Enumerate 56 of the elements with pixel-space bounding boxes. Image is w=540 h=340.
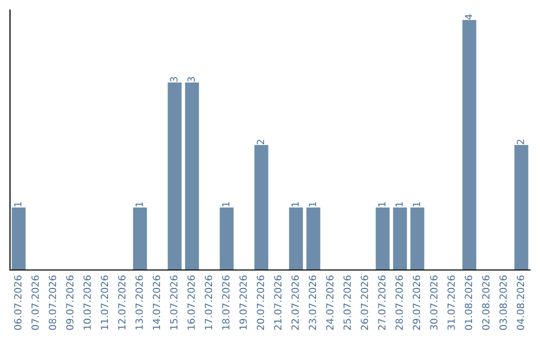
x-tick-label: 26.07.2026 [360,275,368,330]
x-tick-label: 07.07.2026 [31,275,39,330]
bar [376,208,390,270]
x-tick-label: 03.08.2026 [499,275,507,330]
data-label: 1 [378,202,386,206]
x-tick-label: 01.08.2026 [464,275,472,330]
data-label: 1 [308,202,316,206]
bar [410,208,424,270]
x-tick-label: 31.07.2026 [447,275,455,330]
data-label: 2 [516,140,524,144]
x-tick-label: 19.07.2026 [239,275,247,330]
data-label: 3 [187,77,195,82]
bar [220,208,234,270]
bar [12,208,26,270]
data-label: 1 [222,202,230,206]
x-tick-label: 04.08.2026 [516,275,524,330]
x-tick-label: 12.07.2026 [118,275,126,330]
x-tick-label: 15.07.2026 [170,275,178,330]
x-tick-label: 28.07.2026 [395,275,403,330]
bar [289,208,303,270]
x-tick-label: 09.07.2026 [66,275,74,330]
x-tick-label: 16.07.2026 [187,275,195,330]
x-tick-label: 27.07.2026 [378,275,386,330]
bar [393,208,407,270]
bar [462,20,476,270]
x-tick-label: 30.07.2026 [430,275,438,330]
x-tick-label: 18.07.2026 [222,275,230,330]
data-label: 1 [136,202,143,206]
x-tick-label: 08.07.2026 [48,275,56,330]
data-label: 1 [412,202,420,206]
data-label: 2 [256,140,264,144]
data-label: 3 [170,77,178,82]
bar [133,208,147,270]
x-tick-label: 24.07.2026 [326,275,334,330]
x-tick-label: 17.07.2026 [204,275,212,330]
x-tick-label: 20.07.2026 [256,275,264,330]
bar [168,82,182,270]
x-tick-label: 22.07.2026 [291,275,299,330]
x-tick-label: 06.07.2026 [14,275,22,330]
x-tick-label: 13.07.2026 [135,275,143,330]
bar [254,145,268,270]
x-tick-label: 25.07.2026 [343,275,351,330]
bar [185,82,199,270]
bar [514,145,528,270]
x-tick-label: 02.08.2026 [482,275,490,330]
x-tick-label: 11.07.2026 [100,275,108,330]
data-label: 1 [292,202,299,206]
x-tick-label: 29.07.2026 [412,275,420,330]
x-tick-label: 10.07.2026 [83,275,91,330]
bar [306,208,320,270]
x-tick-label: 23.07.2026 [308,275,316,330]
data-label: 1 [396,202,403,206]
data-label: 1 [14,202,22,206]
data-label: 4 [464,14,472,20]
x-tick-label: 21.07.2026 [274,275,282,330]
x-tick-label: 14.07.2026 [152,275,160,330]
